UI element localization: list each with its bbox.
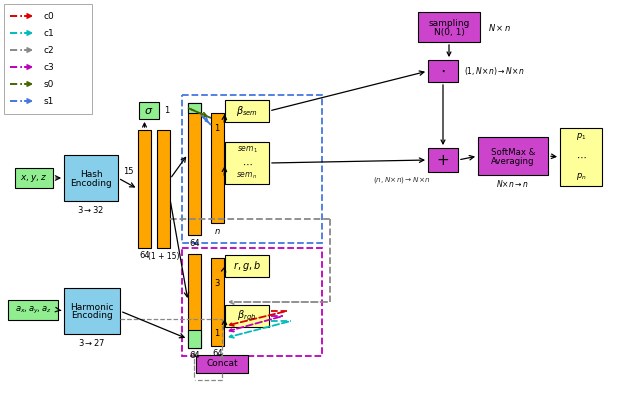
- Text: 64: 64: [189, 238, 200, 248]
- Text: Encoding: Encoding: [71, 312, 113, 320]
- Bar: [188, 330, 201, 348]
- Text: $\sigma$: $\sigma$: [145, 105, 154, 116]
- Text: 1: 1: [214, 124, 220, 133]
- Bar: [225, 305, 269, 327]
- Text: c0: c0: [44, 11, 55, 21]
- Text: $N\times n$: $N\times n$: [488, 21, 511, 32]
- Bar: [64, 155, 118, 201]
- Bar: [188, 103, 201, 235]
- Text: $3\rightarrow32$: $3\rightarrow32$: [77, 204, 105, 215]
- Text: $3\rightarrow27$: $3\rightarrow27$: [78, 337, 106, 348]
- Text: $r, g, b$: $r, g, b$: [233, 259, 261, 273]
- Text: $\cdots$: $\cdots$: [242, 159, 252, 169]
- Bar: [225, 142, 269, 184]
- Text: $(n, N\!\times\!n)\rightarrow N\!\times\!n$: $(n, N\!\times\!n)\rightarrow N\!\times\…: [373, 175, 431, 185]
- Bar: [560, 128, 602, 186]
- Bar: [428, 60, 458, 82]
- Text: 3: 3: [214, 278, 220, 287]
- Bar: [188, 254, 201, 348]
- Bar: [64, 288, 120, 334]
- Text: $+$: $+$: [436, 152, 449, 168]
- Bar: [188, 103, 201, 113]
- Text: Concat: Concat: [206, 360, 238, 369]
- Text: (1 + 15): (1 + 15): [148, 251, 179, 261]
- Text: $\beta_{sem}$: $\beta_{sem}$: [236, 104, 258, 118]
- Text: Hash: Hash: [80, 169, 102, 179]
- Bar: [139, 102, 159, 119]
- Bar: [15, 168, 53, 188]
- Text: $a_x, a_y, a_z$: $a_x, a_y, a_z$: [15, 305, 51, 316]
- Text: $(1, N\!\times\!n)\rightarrow N\!\times\!n$: $(1, N\!\times\!n)\rightarrow N\!\times\…: [464, 65, 524, 77]
- Bar: [225, 255, 269, 277]
- Text: s1: s1: [44, 97, 54, 105]
- Text: sampling: sampling: [428, 19, 470, 27]
- Bar: [211, 113, 224, 223]
- Text: 64: 64: [139, 251, 150, 261]
- Text: N(0, 1): N(0, 1): [433, 27, 465, 36]
- Text: Encoding: Encoding: [70, 179, 112, 187]
- Text: c3: c3: [44, 63, 55, 72]
- Bar: [225, 100, 269, 122]
- Text: $n$: $n$: [214, 227, 221, 236]
- Text: 64: 64: [212, 350, 223, 358]
- Bar: [211, 258, 224, 346]
- Bar: [196, 355, 248, 373]
- Text: $N\!\times\!n\rightarrow n$: $N\!\times\!n\rightarrow n$: [497, 177, 529, 188]
- Text: 1: 1: [164, 106, 170, 115]
- Text: $\cdots$: $\cdots$: [576, 152, 586, 162]
- Text: c1: c1: [44, 29, 55, 38]
- Bar: [478, 137, 548, 175]
- Text: $p_1$: $p_1$: [576, 131, 586, 141]
- Text: 15: 15: [123, 166, 133, 175]
- Text: Harmonic: Harmonic: [70, 303, 114, 312]
- Text: 64: 64: [189, 352, 200, 360]
- Text: $sem_n$: $sem_n$: [236, 171, 257, 181]
- Text: s0: s0: [44, 80, 54, 88]
- Text: $\cdot$: $\cdot$: [440, 62, 445, 80]
- Text: Averaging: Averaging: [492, 156, 535, 166]
- Bar: [4, 4, 92, 114]
- Text: $\beta_{rgb}$: $\beta_{rgb}$: [237, 309, 257, 323]
- Bar: [157, 130, 170, 248]
- Bar: [8, 300, 58, 320]
- Text: $p_n$: $p_n$: [575, 171, 586, 181]
- Text: c2: c2: [44, 46, 54, 55]
- Bar: [428, 148, 458, 172]
- Text: $x, y, z$: $x, y, z$: [20, 173, 47, 183]
- Text: 1: 1: [214, 329, 220, 337]
- Bar: [418, 12, 480, 42]
- Text: $sem_1$: $sem_1$: [237, 145, 257, 155]
- Bar: [138, 130, 151, 248]
- Text: SoftMax &: SoftMax &: [491, 147, 535, 156]
